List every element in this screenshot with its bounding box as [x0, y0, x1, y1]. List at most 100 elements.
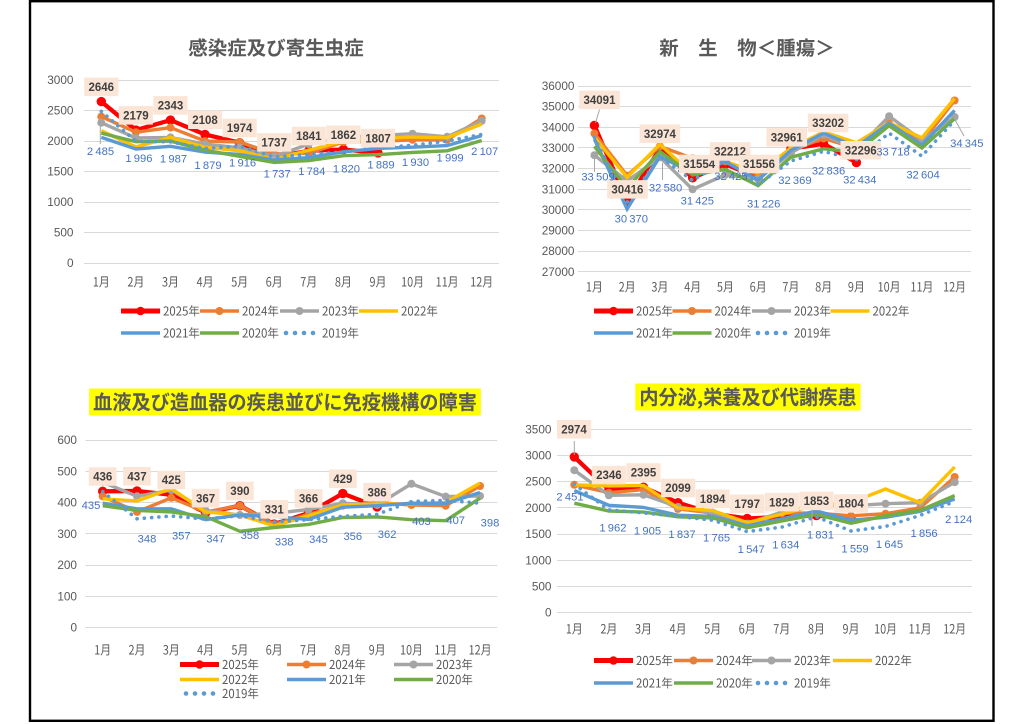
- svg-text:32 604: 32 604: [906, 170, 939, 182]
- svg-text:1 856: 1 856: [911, 528, 938, 540]
- svg-text:33202: 33202: [812, 118, 844, 130]
- svg-text:31000: 31000: [542, 182, 575, 196]
- svg-text:1000: 1000: [47, 195, 74, 209]
- svg-text:2000: 2000: [525, 501, 552, 515]
- svg-text:1807: 1807: [365, 133, 391, 145]
- svg-text:32 425: 32 425: [714, 171, 747, 183]
- svg-text:2974: 2974: [561, 424, 587, 436]
- svg-text:2343: 2343: [158, 101, 184, 113]
- svg-text:1 645: 1 645: [876, 539, 903, 551]
- svg-text:33 718: 33 718: [876, 146, 909, 158]
- svg-text:1737: 1737: [261, 138, 287, 150]
- svg-text:1894: 1894: [700, 494, 726, 506]
- svg-text:348: 348: [138, 533, 157, 545]
- svg-text:386: 386: [368, 487, 387, 499]
- svg-text:34 345: 34 345: [950, 138, 983, 150]
- svg-text:31556: 31556: [743, 159, 775, 171]
- svg-text:3000: 3000: [525, 449, 552, 463]
- svg-text:2500: 2500: [47, 104, 74, 118]
- svg-text:1841: 1841: [296, 131, 322, 143]
- svg-text:2 451: 2 451: [556, 492, 583, 504]
- svg-text:338: 338: [275, 536, 294, 548]
- svg-text:1 547: 1 547: [738, 544, 765, 556]
- svg-text:367: 367: [196, 493, 215, 505]
- svg-text:1797: 1797: [734, 499, 760, 511]
- svg-text:1 962: 1 962: [599, 522, 626, 534]
- svg-text:435: 435: [82, 500, 101, 512]
- svg-text:31554: 31554: [683, 159, 716, 171]
- svg-text:30416: 30416: [611, 185, 643, 197]
- svg-text:1 559: 1 559: [841, 544, 868, 556]
- svg-text:300: 300: [57, 527, 77, 541]
- svg-text:33000: 33000: [542, 141, 575, 155]
- svg-text:2179: 2179: [123, 111, 149, 123]
- svg-text:345: 345: [309, 534, 328, 546]
- svg-text:500: 500: [57, 464, 77, 478]
- svg-text:28000: 28000: [542, 244, 575, 258]
- svg-text:390: 390: [230, 486, 249, 498]
- svg-text:1 784: 1 784: [298, 166, 325, 178]
- svg-text:29000: 29000: [542, 224, 575, 238]
- svg-text:362: 362: [378, 529, 397, 541]
- svg-text:1000: 1000: [525, 553, 552, 567]
- svg-text:0: 0: [67, 256, 74, 270]
- svg-text:358: 358: [241, 530, 260, 542]
- svg-text:1829: 1829: [769, 497, 795, 509]
- svg-text:32 369: 32 369: [778, 175, 811, 187]
- svg-text:35000: 35000: [542, 100, 575, 114]
- svg-text:30 370: 30 370: [615, 213, 648, 225]
- svg-text:32 836: 32 836: [812, 165, 845, 177]
- svg-text:1 987: 1 987: [160, 153, 187, 165]
- svg-text:32000: 32000: [542, 162, 575, 176]
- svg-text:436: 436: [93, 472, 112, 484]
- svg-text:1 916: 1 916: [229, 158, 256, 170]
- svg-text:398: 398: [481, 518, 500, 530]
- svg-text:32296: 32296: [845, 145, 877, 157]
- svg-text:500: 500: [54, 226, 74, 240]
- svg-text:425: 425: [162, 475, 182, 487]
- svg-text:30000: 30000: [542, 203, 575, 217]
- svg-text:1 999: 1 999: [437, 153, 464, 165]
- svg-text:1 996: 1 996: [125, 153, 152, 165]
- svg-text:1 765: 1 765: [703, 533, 730, 545]
- svg-text:2 124: 2 124: [945, 514, 972, 526]
- svg-text:407: 407: [446, 515, 465, 527]
- svg-text:400: 400: [57, 496, 77, 510]
- svg-text:1804: 1804: [838, 499, 864, 511]
- svg-text:347: 347: [206, 534, 225, 546]
- svg-text:32961: 32961: [771, 133, 804, 145]
- svg-text:2099: 2099: [665, 483, 691, 495]
- svg-text:34000: 34000: [542, 120, 575, 134]
- svg-text:27000: 27000: [542, 265, 575, 279]
- svg-text:3000: 3000: [47, 73, 74, 87]
- svg-text:357: 357: [172, 531, 191, 543]
- svg-text:2000: 2000: [47, 134, 74, 148]
- svg-text:1 930: 1 930: [402, 157, 429, 169]
- svg-text:1 905: 1 905: [634, 525, 661, 537]
- svg-text:366: 366: [299, 494, 318, 506]
- svg-text:331: 331: [265, 505, 285, 517]
- svg-text:437: 437: [127, 471, 146, 483]
- svg-text:356: 356: [343, 531, 362, 543]
- svg-text:0: 0: [70, 621, 77, 635]
- svg-text:200: 200: [57, 558, 77, 572]
- svg-text:3500: 3500: [525, 422, 552, 436]
- svg-text:1862: 1862: [331, 130, 357, 142]
- svg-text:32 580: 32 580: [649, 183, 682, 195]
- svg-text:1 634: 1 634: [772, 540, 799, 552]
- svg-text:2346: 2346: [596, 470, 622, 482]
- svg-text:1 889: 1 889: [367, 159, 394, 171]
- svg-text:2395: 2395: [631, 468, 657, 480]
- svg-text:1500: 1500: [525, 527, 552, 541]
- svg-text:1853: 1853: [804, 496, 830, 508]
- svg-text:1500: 1500: [47, 165, 74, 179]
- svg-text:32974: 32974: [644, 129, 677, 141]
- svg-text:32212: 32212: [714, 147, 746, 159]
- svg-text:1 820: 1 820: [333, 164, 360, 176]
- svg-text:600: 600: [57, 433, 77, 447]
- svg-text:2 485: 2 485: [87, 146, 114, 158]
- svg-text:2646: 2646: [89, 82, 115, 94]
- svg-text:500: 500: [532, 580, 552, 594]
- svg-text:0: 0: [545, 606, 552, 620]
- svg-text:2 107: 2 107: [471, 146, 498, 158]
